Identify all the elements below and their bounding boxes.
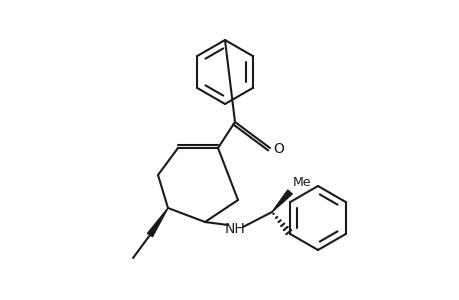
Text: NH: NH bbox=[224, 222, 245, 236]
Text: Me: Me bbox=[292, 176, 311, 189]
Polygon shape bbox=[271, 190, 291, 212]
Text: O: O bbox=[272, 142, 283, 156]
Polygon shape bbox=[147, 208, 168, 237]
